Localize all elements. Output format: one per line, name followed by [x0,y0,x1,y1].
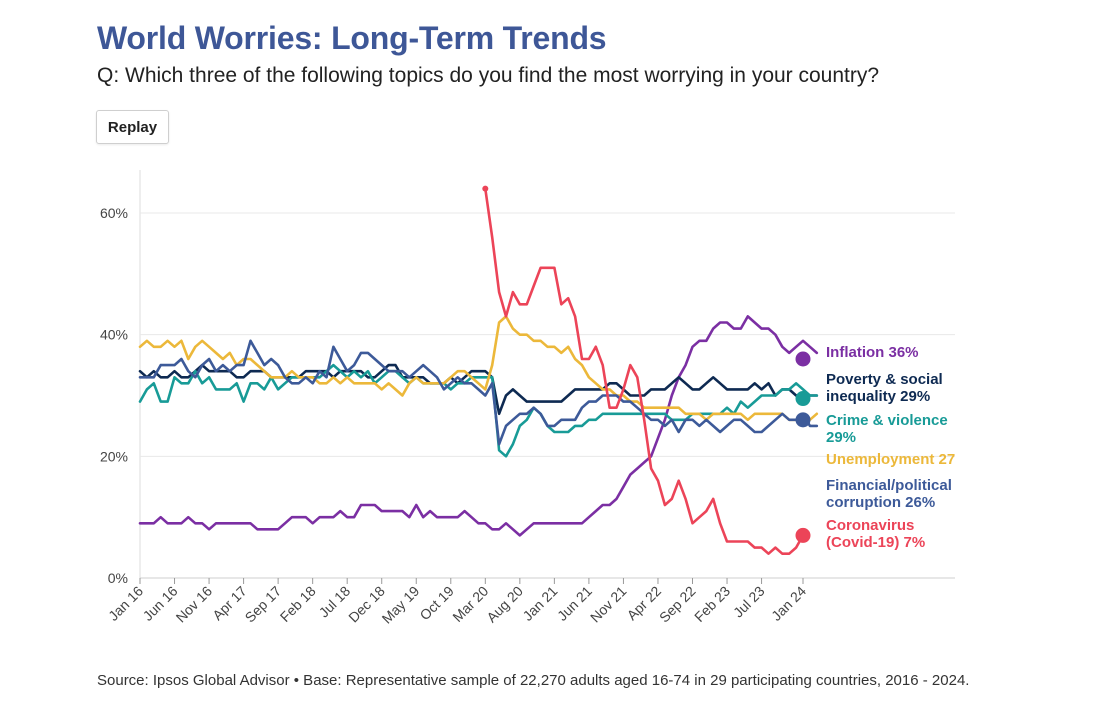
series-label: Financial/political [826,477,952,494]
end-marker [795,391,811,407]
x-tick-label: Jul 23 [730,583,768,621]
x-tick-label: Oct 19 [416,583,457,624]
x-tick-label: Jan 16 [105,583,146,624]
y-axis: 0% 20% 40% 60% [100,205,128,586]
x-tick-label: Jan 21 [519,583,560,624]
end-marker [795,412,811,428]
series-line [138,315,819,537]
page-title: World Worries: Long-Term Trends [97,20,607,56]
series-label: corruption 26% [826,494,935,511]
x-tick-label: Sep 22 [656,583,699,626]
x-tick-label: Feb 23 [691,583,733,625]
y-tick-label: 40% [100,327,128,343]
series-label: (Covid-19) 7% [826,534,925,551]
x-tick-label: Sep 17 [242,583,285,626]
y-tick-label: 20% [100,448,128,464]
x-tick-label: May 19 [379,583,423,627]
series-label: inequality 29% [826,388,930,405]
series-line [138,363,819,416]
series-start-dot [482,185,489,192]
series-line [483,187,805,556]
source-note: Source: Ipsos Global Advisor • Base: Rep… [97,672,970,689]
x-tick-label: Jan 24 [768,583,809,624]
series-labels: Inflation 36% Poverty & socialinequality … [826,344,955,551]
series-line [138,315,819,422]
series-label: 29% [826,429,856,446]
series-label: Inflation 36% [826,344,919,361]
chart-gridlines [139,170,955,579]
y-tick-label: 60% [100,205,128,221]
series-label: Crime & violence [826,412,948,429]
x-tick-label: Nov 16 [173,583,216,626]
chart-series [138,185,819,556]
x-tick-label: Mar 20 [449,583,491,625]
y-tick-label: 0% [108,570,128,586]
series-label: Poverty & social [826,371,943,388]
series-label: Unemployment 27 [826,451,955,468]
x-tick-label: Aug 20 [483,583,526,626]
replay-button[interactable]: Replay [96,110,169,144]
x-tick-label: Nov 21 [587,583,630,626]
end-markers [795,351,811,543]
chart-question: Q: Which three of the following topics d… [97,64,880,87]
end-marker [795,351,811,367]
end-marker [795,527,811,543]
x-tick-label: Feb 18 [277,583,319,625]
series-label: Coronavirus [826,517,914,534]
series-line [138,339,819,446]
series-line [138,363,819,458]
